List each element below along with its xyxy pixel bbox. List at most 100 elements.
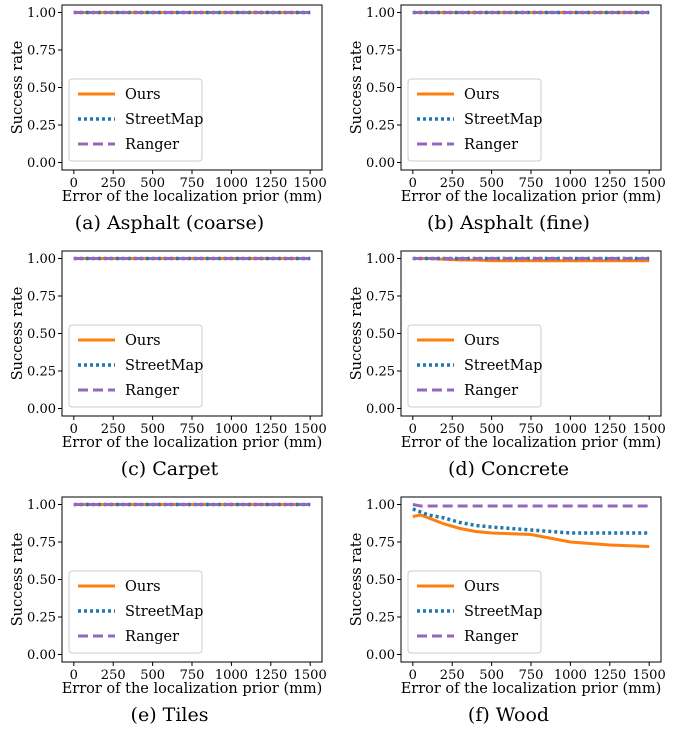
y-tick-label: 0.50: [366, 327, 395, 342]
y-tick-label: 1.00: [27, 252, 56, 267]
caption-c: (c) Carpet: [120, 458, 219, 480]
chart-f: 0.00 0.25 0.50 0.75 1.00 0 250 500 750 1000 1250 15…: [349, 496, 666, 697]
x-axis-label: Error of the localization prior (mm): [401, 435, 662, 451]
x-tick-label: 1250: [254, 668, 287, 683]
series-line-ranger: [412, 503, 650, 508]
x-tick-label: 750: [519, 176, 544, 191]
y-tick-label: 0.25: [27, 365, 56, 380]
x-tick-label: 1500: [633, 176, 666, 191]
legend-label-ranger: Ranger: [125, 137, 179, 153]
chart-panel-d: 0.00 0.25 0.50 0.75 1.00 0 250 500 750 1000 1250 15…: [339, 246, 678, 492]
y-tick-label: 0.50: [27, 573, 56, 588]
y-tick-label: 0.00: [27, 648, 56, 663]
chart-a: 0.00 0.25 0.50 0.75 1.00 0 250 500 750 1000 1250 15…: [10, 4, 327, 205]
y-axis-label: Success rate: [10, 287, 26, 381]
legend-label-streetmap: StreetMap: [464, 358, 542, 374]
x-tick-label: 1250: [593, 176, 626, 191]
x-tick-label: 750: [519, 668, 544, 683]
x-tick-label: 250: [101, 422, 126, 437]
x-tick-label: 1500: [633, 668, 666, 683]
x-tick-label: 0: [70, 422, 78, 437]
legend-box: [407, 78, 542, 162]
chart-c: 0.00 0.25 0.50 0.75 1.00 0 250 500 750 1000 1250 15…: [10, 250, 327, 451]
x-tick-label: 0: [409, 668, 417, 683]
y-tick-label: 0.25: [366, 611, 395, 626]
x-tick-label: 500: [140, 668, 165, 683]
x-tick-label: 1000: [554, 422, 587, 437]
legend-label-ranger: Ranger: [125, 383, 179, 399]
legend-box: [68, 78, 203, 162]
legend-label-streetmap: StreetMap: [125, 112, 203, 128]
x-axis-label: Error of the localization prior (mm): [401, 681, 662, 697]
y-axis-label: Success rate: [349, 287, 365, 381]
x-axis-label: Error of the localization prior (mm): [62, 435, 323, 451]
x-tick-label: 250: [440, 668, 465, 683]
legend-label-streetmap: StreetMap: [464, 112, 542, 128]
x-axis-label: Error of the localization prior (mm): [62, 681, 323, 697]
x-tick-label: 1250: [593, 668, 626, 683]
chart-panel-f: 0.00 0.25 0.50 0.75 1.00 0 250 500 750 1000 1250 15…: [339, 492, 678, 738]
chart-d: 0.00 0.25 0.50 0.75 1.00 0 250 500 750 1000 1250 15…: [349, 250, 666, 451]
x-tick-label: 1000: [554, 668, 587, 683]
y-tick-label: 0.25: [366, 365, 395, 380]
x-tick-label: 1000: [215, 176, 248, 191]
chart-b: 0.00 0.25 0.50 0.75 1.00 0 250 500 750 1000 1250 15…: [349, 4, 666, 205]
x-tick-label: 500: [479, 176, 504, 191]
y-tick-label: 0.25: [366, 119, 395, 134]
legend-label-ours: Ours: [125, 333, 161, 349]
legend-label-ours: Ours: [464, 87, 500, 103]
x-tick-label: 750: [519, 422, 544, 437]
y-tick-label: 0.75: [366, 536, 395, 551]
legend-box: [68, 570, 203, 654]
y-tick-label: 0.25: [27, 119, 56, 134]
y-axis-label: Success rate: [10, 533, 26, 627]
x-tick-label: 750: [180, 422, 205, 437]
y-tick-label: 0.25: [27, 611, 56, 626]
y-tick-label: 0.00: [27, 402, 56, 417]
x-tick-label: 250: [101, 668, 126, 683]
x-axis-label: Error of the localization prior (mm): [401, 189, 662, 205]
x-tick-label: 0: [409, 176, 417, 191]
caption-a: (a) Asphalt (coarse): [74, 212, 265, 234]
x-tick-label: 500: [140, 422, 165, 437]
x-tick-label: 1250: [254, 422, 287, 437]
y-tick-label: 0.75: [366, 290, 395, 305]
y-axis-label: Success rate: [349, 41, 365, 135]
legend-label-ours: Ours: [125, 87, 161, 103]
legend-label-ours: Ours: [125, 579, 161, 595]
chart-panel-c: 0.00 0.25 0.50 0.75 1.00 0 250 500 750 1000 1250 15…: [0, 246, 339, 492]
y-tick-label: 0.50: [27, 327, 56, 342]
legend-label-ranger: Ranger: [125, 629, 179, 645]
y-tick-label: 0.75: [366, 44, 395, 59]
caption-d: (d) Concrete: [447, 458, 570, 480]
legend-label-ours: Ours: [464, 333, 500, 349]
x-tick-label: 0: [70, 668, 78, 683]
chart-panel-e: 0.00 0.25 0.50 0.75 1.00 0 250 500 750 1000 1250 15…: [0, 492, 339, 738]
series-line-streetmap: [412, 507, 650, 535]
legend-box: [407, 570, 542, 654]
y-tick-label: 0.75: [27, 290, 56, 305]
chart-panel-a: 0.00 0.25 0.50 0.75 1.00 0 250 500 750 1000 1250 15…: [0, 0, 339, 246]
caption-e: (e) Tiles: [130, 704, 209, 726]
y-tick-label: 0.00: [27, 156, 56, 171]
y-tick-label: 1.00: [366, 252, 395, 267]
caption-b: (b) Asphalt (fine): [427, 212, 590, 234]
x-tick-label: 750: [180, 668, 205, 683]
legend-label-ours: Ours: [464, 579, 500, 595]
x-tick-label: 1000: [215, 422, 248, 437]
y-axis-label: Success rate: [349, 533, 365, 627]
x-tick-label: 1250: [254, 176, 287, 191]
y-tick-label: 0.50: [366, 573, 395, 588]
x-tick-label: 1500: [294, 422, 327, 437]
y-tick-label: 0.50: [27, 81, 56, 96]
caption-f: (f) Wood: [467, 704, 550, 726]
x-tick-label: 750: [180, 176, 205, 191]
legend-label-streetmap: StreetMap: [125, 604, 203, 620]
y-tick-label: 0.00: [366, 402, 395, 417]
x-tick-label: 1000: [554, 176, 587, 191]
y-axis-label: Success rate: [10, 41, 26, 135]
x-tick-label: 500: [479, 422, 504, 437]
x-tick-label: 1500: [294, 668, 327, 683]
x-axis-label: Error of the localization prior (mm): [62, 189, 323, 205]
y-tick-label: 1.00: [366, 498, 395, 513]
